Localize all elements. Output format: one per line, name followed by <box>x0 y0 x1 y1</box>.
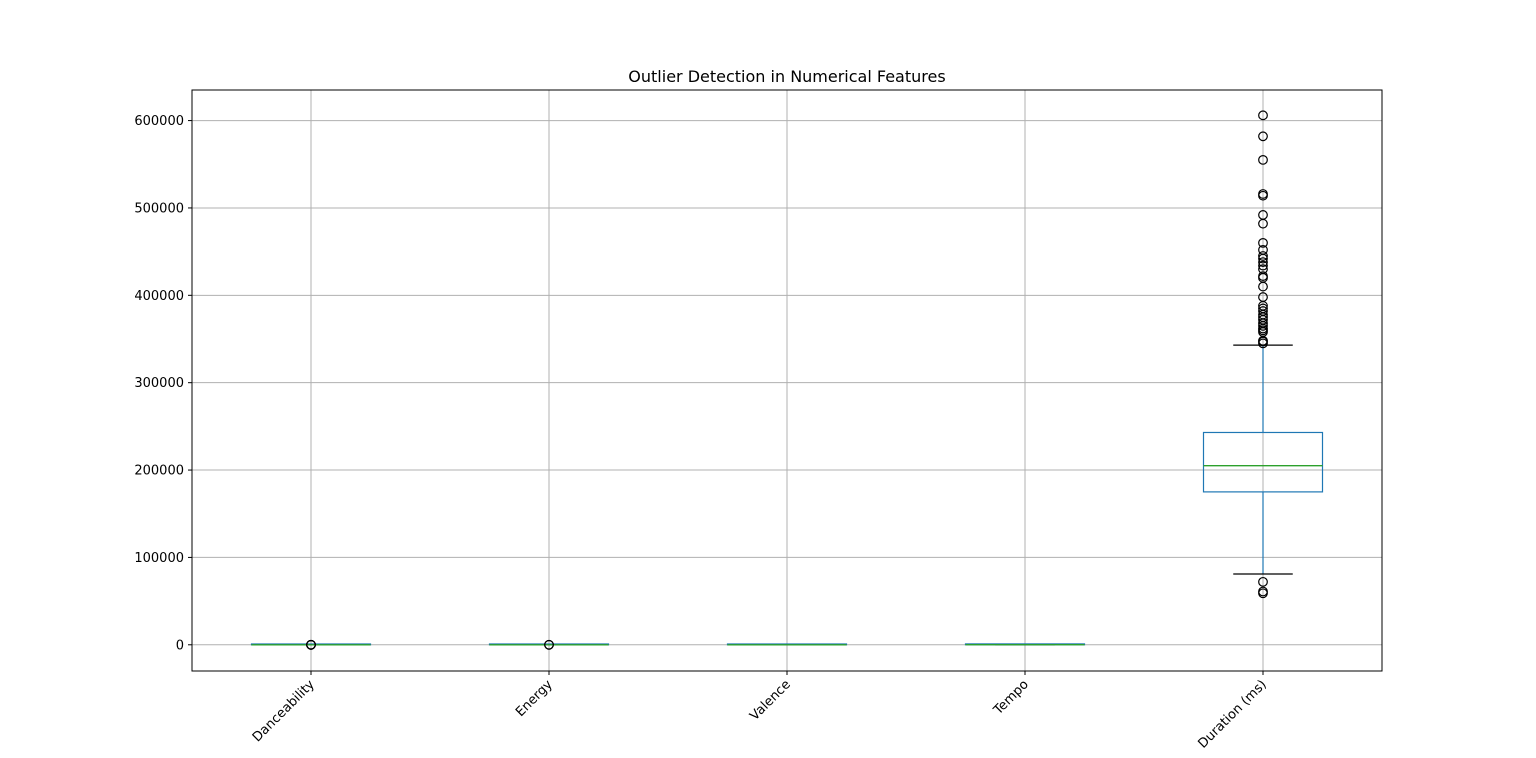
tick-layer: 0 100000 200000 300000 400000 500000 600000 Dan… <box>134 114 1269 752</box>
x-tick-label: Valence <box>747 677 794 724</box>
outlier-point <box>1258 210 1268 220</box>
box-group <box>250 639 372 650</box>
outlier-point <box>1258 260 1268 271</box>
box-layer <box>250 110 1324 650</box>
y-tick-label: 0 <box>176 638 184 653</box>
outlier-point <box>1258 576 1268 587</box>
outlier-point <box>1258 257 1268 268</box>
outlier-point <box>544 639 554 650</box>
outlier-point <box>1258 586 1268 597</box>
outlier-point <box>1258 237 1268 248</box>
outlier-point <box>1258 292 1268 302</box>
outlier-point <box>1258 303 1268 314</box>
box-group <box>488 639 610 650</box>
outlier-point <box>1258 154 1268 165</box>
grid-layer <box>192 90 1382 671</box>
outlier-point <box>1258 244 1268 255</box>
outlier-point <box>1258 131 1268 142</box>
x-tick-label: Duration (ms) <box>1195 677 1269 751</box>
y-tick-label: 500000 <box>134 201 184 216</box>
outlier-point <box>1258 264 1268 275</box>
outlier-point <box>306 639 316 650</box>
y-tick-label: 300000 <box>134 376 184 391</box>
x-tick-label: Energy <box>513 677 556 720</box>
outlier-point <box>1258 189 1268 199</box>
outlier-point <box>1258 271 1268 281</box>
iqr-box <box>1202 431 1324 493</box>
chart-title: Outlier Detection in Numerical Features <box>628 67 945 86</box>
x-tick-label: Danceability <box>250 677 318 745</box>
x-tick-label: Tempo <box>990 677 1031 718</box>
y-tick-label: 100000 <box>134 551 184 566</box>
outlier-point <box>1258 251 1268 261</box>
y-tick-label: 200000 <box>134 464 184 479</box>
y-tick-label: 400000 <box>134 289 184 304</box>
outlier-point <box>1258 110 1268 121</box>
outlier-point <box>1258 306 1268 316</box>
box-group <box>1202 110 1324 599</box>
box-group <box>964 643 1086 646</box>
y-tick-label: 600000 <box>134 114 184 129</box>
box-group <box>726 643 848 646</box>
